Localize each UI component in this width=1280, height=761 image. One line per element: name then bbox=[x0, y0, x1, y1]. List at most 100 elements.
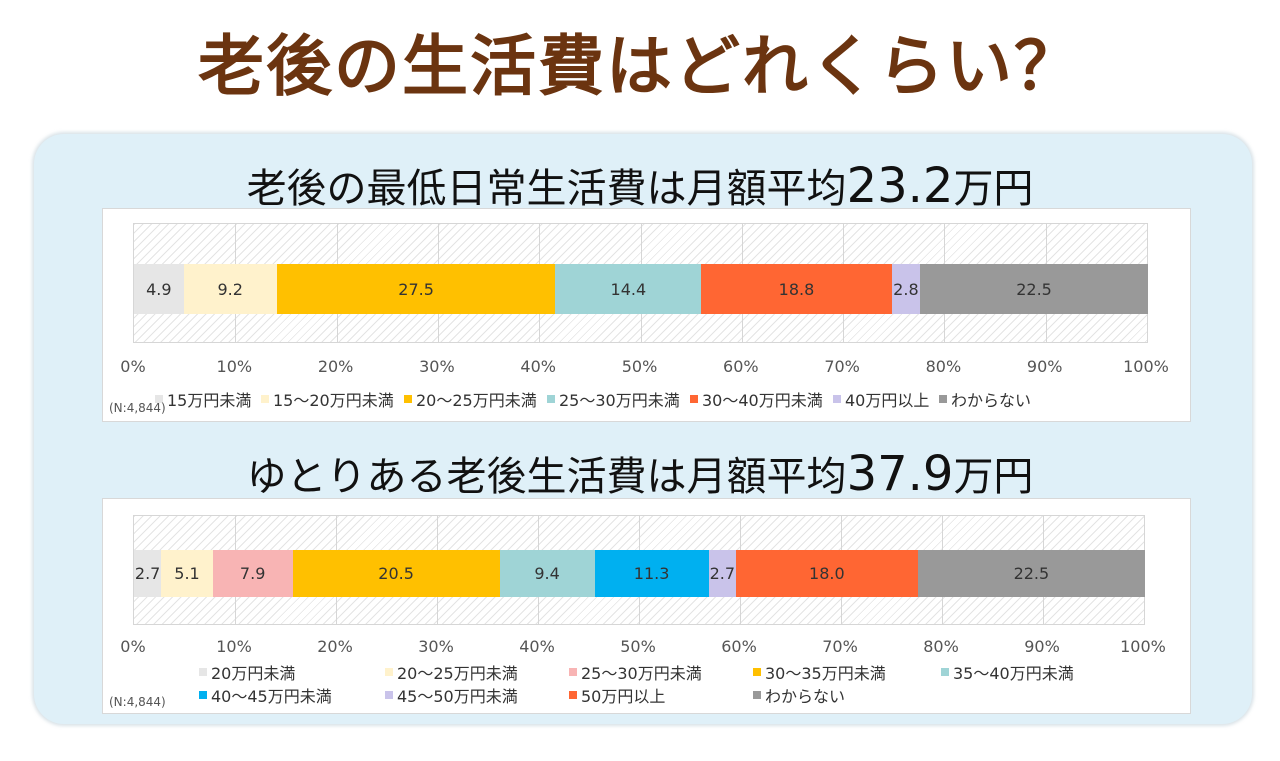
data-label: 7.9 bbox=[239, 564, 266, 583]
x-tick-label: 20% bbox=[317, 357, 354, 376]
data-label: 2.8 bbox=[893, 279, 919, 299]
legend-item: 15万円未満 bbox=[155, 387, 251, 411]
legend-item: 30〜35万円未満 bbox=[753, 660, 886, 684]
chart-1-title-suffix: 万円 bbox=[953, 166, 1034, 212]
x-tick-label: 70% bbox=[822, 637, 858, 656]
x-tick-label: 30% bbox=[419, 357, 455, 376]
chart-2-title-value: 37.9 bbox=[846, 446, 954, 502]
data-label: 11.3 bbox=[633, 564, 670, 583]
bar-segment: 20.5 bbox=[292, 550, 500, 597]
legend-item: わからない bbox=[753, 683, 845, 707]
x-tick-label: 10% bbox=[216, 637, 252, 656]
legend-item: わからない bbox=[939, 387, 1031, 411]
x-tick-label: 70% bbox=[824, 357, 860, 376]
legend-swatch bbox=[199, 668, 207, 676]
data-label: 22.5 bbox=[1013, 564, 1050, 583]
legend-label: 20〜25万円未満 bbox=[397, 664, 518, 683]
data-label: 9.4 bbox=[534, 564, 560, 583]
bar-segment: 7.9 bbox=[212, 550, 293, 597]
chart-1-title: 老後の最低日常生活費は月額平均23.2万円 bbox=[0, 156, 1280, 219]
legend-swatch bbox=[569, 668, 577, 676]
bar-segment: 18.0 bbox=[735, 550, 918, 597]
legend-item: 20〜25万円未満 bbox=[385, 660, 518, 684]
x-tick-label: 50% bbox=[621, 357, 658, 376]
legend-label: わからない bbox=[951, 391, 1032, 410]
chart-1-stacked-bar: 4.9 9.2 27.5 14.4 18.8 2.8 22.5 bbox=[134, 264, 1148, 314]
legend-label: 25〜30万円未満 bbox=[581, 664, 702, 683]
chart-1-sample-note: (N:4,844) bbox=[109, 401, 166, 415]
data-label: 4.9 bbox=[146, 279, 172, 299]
legend-label: 30〜35万円未満 bbox=[765, 664, 886, 683]
data-label: 5.1 bbox=[174, 564, 200, 583]
x-tick-label: 30% bbox=[418, 637, 454, 656]
x-tick-label: 40% bbox=[519, 637, 555, 656]
legend-label: 15万円未満 bbox=[167, 391, 252, 410]
legend-item: 20〜25万円未満 bbox=[404, 387, 537, 411]
legend-label: 20万円未満 bbox=[211, 664, 296, 683]
x-tick-label: 80% bbox=[925, 357, 962, 376]
legend-item: 25〜30万円未満 bbox=[547, 387, 680, 411]
data-label: 18.0 bbox=[809, 564, 845, 583]
legend-label: 35〜40万円未満 bbox=[953, 664, 1074, 683]
page-title: 老後の生活費はどれくらい？ bbox=[198, 28, 1082, 105]
bar-segment: 2.8 bbox=[891, 264, 921, 314]
x-tick-label: 60% bbox=[723, 357, 759, 376]
x-tick-label: 60% bbox=[721, 637, 757, 656]
data-label: 27.5 bbox=[398, 279, 434, 299]
x-tick-label: 100% bbox=[1120, 637, 1166, 656]
legend-label: 50万円以上 bbox=[581, 687, 666, 706]
chart-2: 2.7 5.1 7.9 20.5 9.4 11.3 2.7 18.0 22.5 0% 10% 20%… bbox=[102, 498, 1191, 714]
x-tick-label: 10% bbox=[216, 357, 253, 376]
legend-swatch bbox=[690, 395, 698, 403]
chart-2-title-suffix: 万円 bbox=[953, 454, 1034, 500]
x-tick-label: 40% bbox=[520, 357, 556, 376]
data-label: 2.7 bbox=[134, 564, 161, 583]
bar-segment: 4.9 bbox=[134, 264, 184, 314]
bar-segment: 14.4 bbox=[555, 264, 702, 314]
chart-1-title-value: 23.2 bbox=[846, 158, 954, 214]
legend-swatch bbox=[547, 395, 555, 403]
bar-segment: 2.7 bbox=[708, 550, 736, 597]
legend-item: 20万円未満 bbox=[199, 660, 295, 684]
legend-label: 30〜40万円未満 bbox=[702, 391, 823, 410]
x-tick-label: 0% bbox=[120, 357, 146, 376]
bar-segment: 5.1 bbox=[161, 550, 213, 597]
legend-swatch bbox=[385, 691, 393, 699]
legend-item: 40万円以上 bbox=[833, 387, 929, 411]
legend-label: 40万円以上 bbox=[845, 391, 930, 410]
legend-label: 20〜25万円未満 bbox=[416, 391, 537, 410]
legend-label: 15〜20万円未満 bbox=[273, 391, 394, 410]
legend-item: 50万円以上 bbox=[569, 683, 665, 707]
legend-label: 40〜45万円未満 bbox=[211, 687, 332, 706]
legend-swatch bbox=[155, 395, 163, 403]
x-tick-label: 0% bbox=[120, 637, 146, 656]
legend-swatch bbox=[261, 395, 269, 403]
data-label: 22.5 bbox=[1016, 279, 1052, 299]
legend-swatch bbox=[404, 395, 412, 403]
data-label: 9.2 bbox=[217, 279, 243, 299]
chart-2-stacked-bar: 2.7 5.1 7.9 20.5 9.4 11.3 2.7 18.0 22.5 bbox=[134, 550, 1145, 597]
x-tick-label: 80% bbox=[923, 637, 959, 656]
chart-1-plot-area: 4.9 9.2 27.5 14.4 18.8 2.8 22.5 bbox=[133, 223, 1148, 343]
legend-item: 30〜40万円未満 bbox=[690, 387, 823, 411]
legend-item: 45〜50万円未満 bbox=[385, 683, 518, 707]
data-label: 14.4 bbox=[610, 279, 647, 299]
legend-label: わからない bbox=[765, 687, 846, 706]
x-tick-label: 50% bbox=[620, 637, 656, 656]
data-label: 18.8 bbox=[778, 279, 815, 299]
x-tick-label: 100% bbox=[1123, 357, 1169, 376]
chart-1: 4.9 9.2 27.5 14.4 18.8 2.8 22.5 0% 10% 20% 30% 40%… bbox=[102, 208, 1191, 422]
bar-segment: 9.2 bbox=[183, 264, 277, 314]
legend-swatch bbox=[833, 395, 841, 403]
data-label: 2.7 bbox=[709, 564, 736, 583]
bar-segment: 27.5 bbox=[276, 264, 556, 314]
legend-item: 25〜30万円未満 bbox=[569, 660, 702, 684]
chart-2-title-prefix: ゆとりある老後生活費は月額平均 bbox=[246, 454, 847, 500]
data-label: 20.5 bbox=[378, 564, 414, 583]
legend-swatch bbox=[385, 668, 393, 676]
bar-segment: 2.7 bbox=[134, 550, 162, 597]
legend-swatch bbox=[939, 395, 947, 403]
bar-segment: 22.5 bbox=[920, 264, 1148, 314]
x-tick-label: 20% bbox=[317, 637, 353, 656]
chart-2-sample-note: (N:4,844) bbox=[109, 695, 166, 709]
